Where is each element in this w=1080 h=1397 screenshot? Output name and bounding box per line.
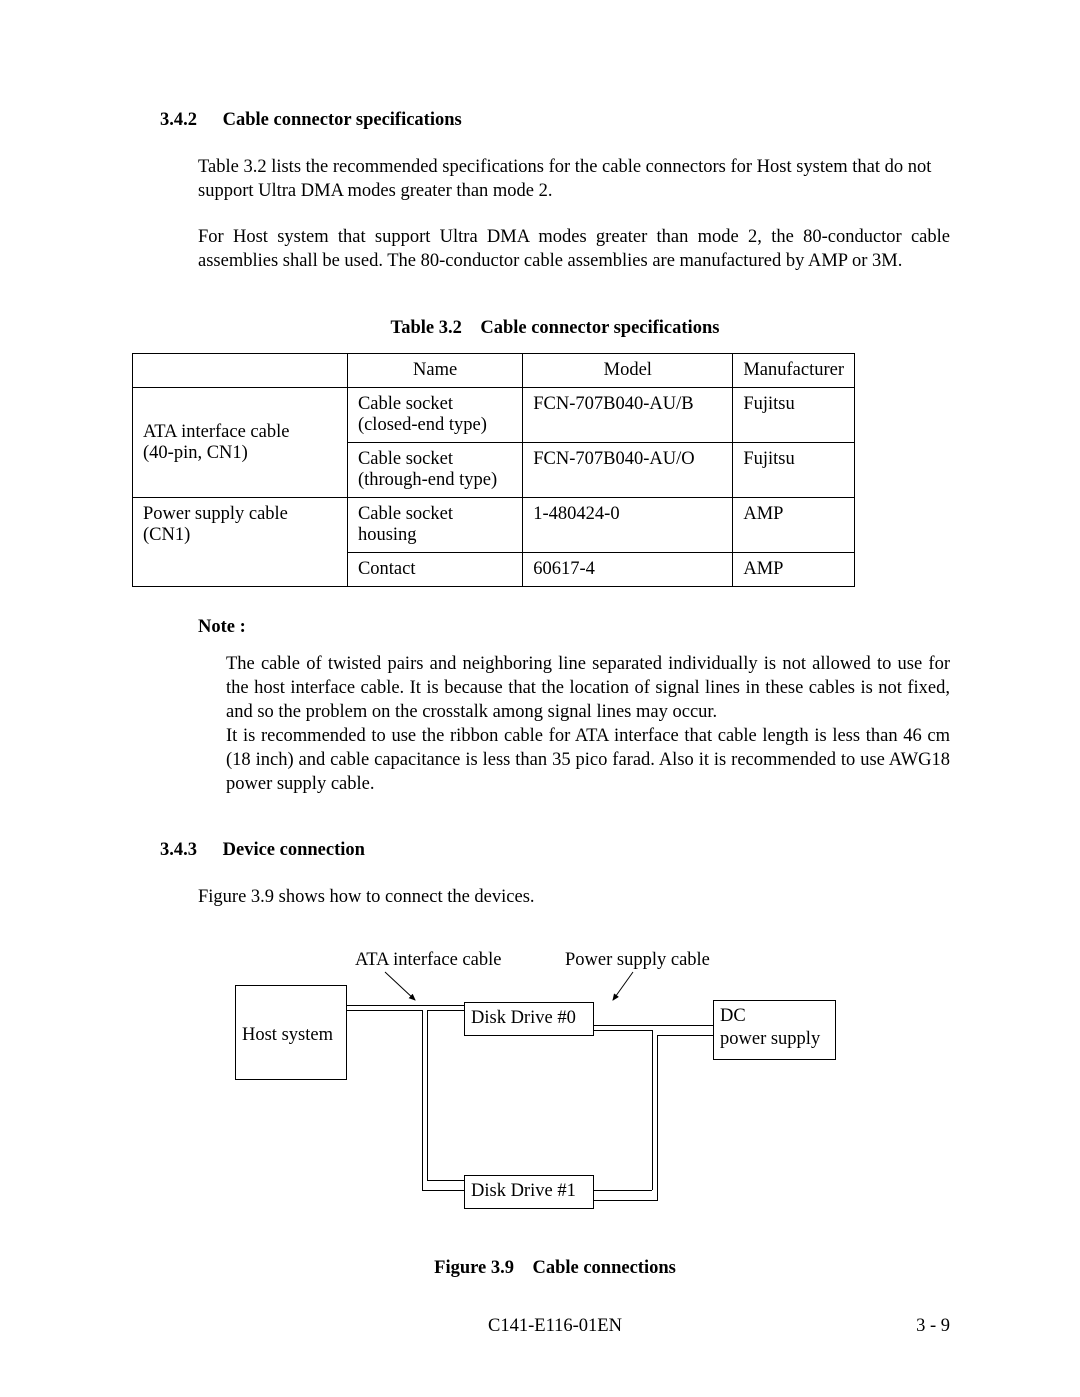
table-cell-text: Power supply cable	[143, 504, 288, 524]
line	[422, 1010, 423, 1190]
table-32-caption: Table 3.2 Cable connector specifications	[160, 318, 950, 339]
table-rowgroup-ata: ATA interface cable (40-pin, CN1)	[133, 388, 348, 498]
table-cell: AMP	[733, 553, 855, 587]
box-label: Disk Drive #1	[471, 1181, 576, 1201]
table-cell: AMP	[733, 498, 855, 553]
note-text-2: It is recommended to use the ribbon cabl…	[226, 726, 950, 794]
table-cell: FCN-707B040-AU/O	[523, 443, 733, 498]
table-cell: Contact	[347, 553, 522, 587]
table-row: Power supply cable (CN1) Cable socket ho…	[133, 498, 855, 553]
box-host-system: Host system	[235, 985, 347, 1080]
page: 3.4.2 Cable connector specifications Tab…	[0, 0, 1080, 1397]
box-disk-drive-1: Disk Drive #1	[464, 1175, 594, 1209]
heading-342-title: Cable connector specifications	[223, 110, 462, 130]
page-footer: C141-E116-01EN 3 - 9	[160, 1316, 950, 1337]
line	[657, 1035, 713, 1036]
heading-343-number: 3.4.3	[160, 840, 218, 861]
heading-343-title: Device connection	[223, 840, 365, 860]
box-disk-drive-0: Disk Drive #0	[464, 1002, 594, 1036]
heading-343: 3.4.3 Device connection	[160, 840, 950, 861]
table-rowgroup-power: Power supply cable (CN1)	[133, 498, 348, 587]
box-label-line2: power supply	[720, 1029, 820, 1049]
line	[427, 1010, 428, 1180]
footer-pagenum: 3 - 9	[916, 1316, 950, 1337]
note-text-1: The cable of twisted pairs and neighbori…	[226, 654, 950, 722]
table-cell-text: (closed-end type)	[358, 415, 487, 435]
table-row: ATA interface cable (40-pin, CN1) Cable …	[133, 388, 855, 443]
line	[594, 1190, 652, 1191]
table-cell: Cable socket (closed-end type)	[347, 388, 522, 443]
table-cell: 60617-4	[523, 553, 733, 587]
line	[427, 1010, 464, 1011]
heading-342: 3.4.2 Cable connector specifications	[160, 110, 950, 131]
note-label: Note :	[160, 617, 950, 638]
table-cell-text: Cable socket	[358, 394, 453, 414]
table-header-name: Name	[347, 354, 522, 388]
line	[422, 1190, 464, 1191]
box-label-line1: DC	[720, 1006, 746, 1026]
table-cell: 1-480424-0	[523, 498, 733, 553]
table-header-mfr: Manufacturer	[733, 354, 855, 388]
heading-342-number: 3.4.2	[160, 110, 218, 131]
line	[652, 1030, 653, 1190]
table-cell-text: (CN1)	[143, 525, 190, 545]
line	[347, 1010, 422, 1011]
box-label: Host system	[242, 1025, 333, 1045]
table-header-model: Model	[523, 354, 733, 388]
box-dc-power-supply: DC power supply	[713, 1000, 836, 1060]
para-342-1: Table 3.2 lists the recommended specific…	[160, 155, 950, 203]
table-cell-text: Cable socket	[358, 449, 453, 469]
line	[594, 1200, 658, 1201]
figure-39-diagram: ATA interface cable Power supply cable H…	[235, 950, 875, 1230]
footer-docnum: C141-E116-01EN	[160, 1316, 950, 1337]
table-cell-text: ATA interface cable	[143, 422, 289, 442]
table-cell-text: (40-pin, CN1)	[143, 443, 248, 463]
para-343: Figure 3.9 shows how to connect the devi…	[160, 885, 950, 909]
table-cell: Cable socket housing	[347, 498, 522, 553]
line	[594, 1025, 713, 1026]
note-body: The cable of twisted pairs and neighbori…	[160, 652, 950, 796]
table-cell: FCN-707B040-AU/B	[523, 388, 733, 443]
box-label: Disk Drive #0	[471, 1008, 576, 1028]
table-row: Name Model Manufacturer	[133, 354, 855, 388]
para-342-2: For Host system that support Ultra DMA m…	[160, 225, 950, 273]
line	[347, 1005, 464, 1006]
table-header-blank	[133, 354, 348, 388]
table-cell: Cable socket (through-end type)	[347, 443, 522, 498]
table-32: Name Model Manufacturer ATA interface ca…	[132, 353, 855, 587]
table-cell: Fujitsu	[733, 443, 855, 498]
line	[427, 1180, 464, 1181]
line	[657, 1035, 658, 1200]
figure-39-caption: Figure 3.9 Cable connections	[160, 1258, 950, 1279]
table-cell: Fujitsu	[733, 388, 855, 443]
table-cell-text: (through-end type)	[358, 470, 497, 490]
line	[594, 1030, 652, 1031]
